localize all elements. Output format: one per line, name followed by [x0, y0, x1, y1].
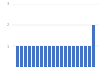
Bar	[84, 46, 87, 67]
Bar	[44, 46, 47, 67]
Bar	[60, 46, 63, 67]
Bar	[20, 46, 23, 67]
Bar	[92, 25, 95, 67]
Bar	[76, 46, 79, 67]
Bar	[68, 46, 71, 67]
Bar	[40, 46, 43, 67]
Bar	[24, 46, 27, 67]
Bar	[72, 46, 75, 67]
Bar	[36, 46, 39, 67]
Bar	[52, 46, 55, 67]
Bar	[48, 46, 51, 67]
Bar	[64, 46, 67, 67]
Bar	[32, 46, 35, 67]
Bar	[56, 46, 59, 67]
Bar	[88, 46, 91, 67]
Bar	[80, 46, 83, 67]
Bar	[16, 46, 19, 67]
Bar	[28, 46, 31, 67]
